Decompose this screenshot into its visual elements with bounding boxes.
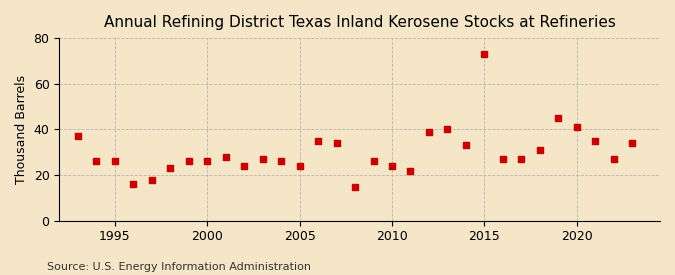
Point: [368, 159, 379, 164]
Point: [165, 166, 176, 170]
Point: [91, 159, 102, 164]
Point: [627, 141, 638, 145]
Point: [128, 182, 138, 186]
Point: [572, 125, 583, 129]
Point: [479, 52, 490, 56]
Point: [516, 157, 526, 161]
Point: [387, 164, 398, 168]
Point: [202, 159, 213, 164]
Point: [350, 184, 360, 189]
Point: [275, 159, 286, 164]
Point: [442, 127, 453, 132]
Text: Source: U.S. Energy Information Administration: Source: U.S. Energy Information Administ…: [47, 262, 311, 272]
Point: [608, 157, 619, 161]
Point: [257, 157, 268, 161]
Point: [331, 141, 342, 145]
Point: [313, 139, 323, 143]
Point: [220, 155, 231, 159]
Point: [109, 159, 120, 164]
Point: [294, 164, 305, 168]
Point: [405, 168, 416, 173]
Point: [239, 164, 250, 168]
Title: Annual Refining District Texas Inland Kerosene Stocks at Refineries: Annual Refining District Texas Inland Ke…: [104, 15, 616, 30]
Point: [72, 134, 83, 139]
Point: [460, 143, 471, 148]
Point: [497, 157, 508, 161]
Point: [146, 177, 157, 182]
Point: [590, 139, 601, 143]
Point: [423, 130, 434, 134]
Y-axis label: Thousand Barrels: Thousand Barrels: [15, 75, 28, 184]
Point: [184, 159, 194, 164]
Point: [553, 116, 564, 120]
Point: [535, 148, 545, 152]
